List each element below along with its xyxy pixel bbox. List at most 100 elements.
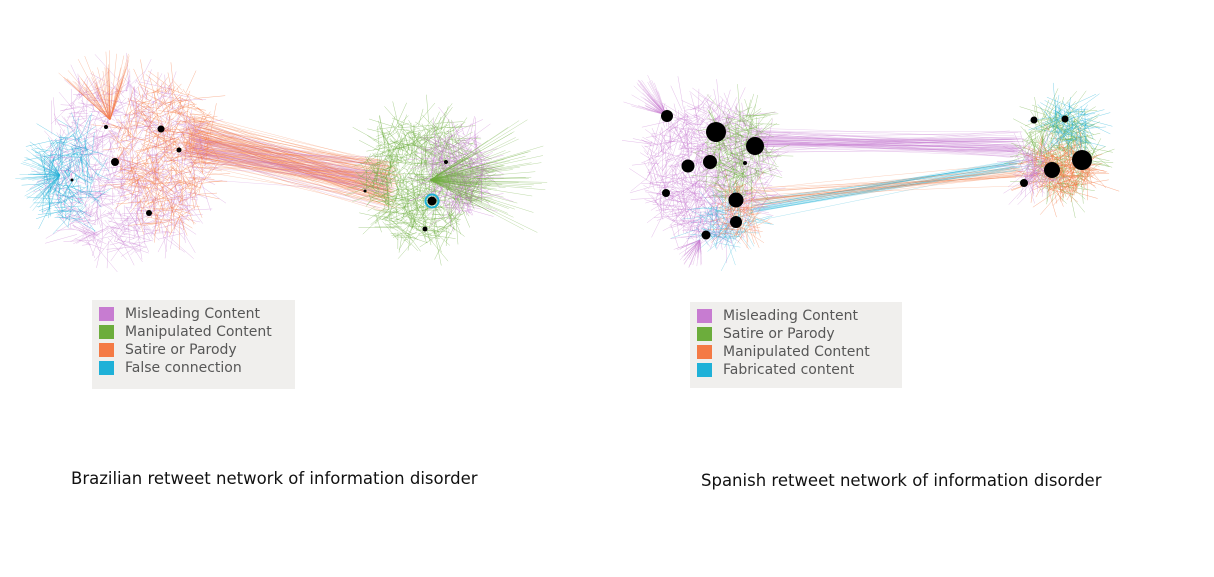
network-edge bbox=[448, 148, 453, 156]
network-edge bbox=[119, 190, 141, 198]
network-edge bbox=[168, 132, 173, 147]
network-edge bbox=[700, 211, 702, 224]
network-edge bbox=[104, 105, 126, 117]
network-edge bbox=[127, 134, 160, 146]
network-edge bbox=[688, 239, 701, 255]
network-edge bbox=[429, 150, 506, 181]
network-edge bbox=[180, 214, 203, 217]
network-edge bbox=[723, 142, 735, 152]
network-edge bbox=[44, 180, 53, 189]
network-edge bbox=[86, 94, 88, 119]
network-edge bbox=[168, 88, 170, 94]
network-edge bbox=[631, 94, 667, 116]
network-edge bbox=[424, 135, 441, 144]
network-edge bbox=[708, 103, 712, 116]
network-edge bbox=[700, 117, 704, 124]
network-edge bbox=[464, 143, 474, 154]
network-edge bbox=[415, 199, 417, 216]
network-edge bbox=[154, 146, 171, 149]
network-edge bbox=[80, 210, 88, 215]
network-edge bbox=[155, 146, 177, 174]
network-edge bbox=[706, 175, 728, 188]
network-edge bbox=[660, 128, 664, 152]
network-edge bbox=[35, 208, 68, 220]
bridge-edge bbox=[186, 130, 387, 184]
network-edge bbox=[440, 206, 459, 221]
network-edge bbox=[483, 182, 490, 188]
network-edge bbox=[190, 149, 194, 155]
network-edge bbox=[467, 181, 472, 194]
network-edge bbox=[157, 134, 185, 154]
network-edge bbox=[91, 239, 99, 256]
network-edge bbox=[207, 160, 221, 179]
network-edge bbox=[125, 206, 141, 231]
brazilian-caption: Brazilian retweet network of information… bbox=[71, 469, 478, 488]
network-edge bbox=[429, 120, 520, 181]
network-edge bbox=[146, 93, 173, 110]
network-edge bbox=[56, 165, 68, 197]
network-edge bbox=[193, 167, 212, 197]
bridge-edge bbox=[736, 139, 1022, 146]
network-edge bbox=[384, 175, 389, 186]
network-edge bbox=[672, 128, 682, 156]
network-edge bbox=[144, 144, 149, 171]
network-edge bbox=[476, 162, 503, 171]
bridge-edge bbox=[751, 141, 1020, 152]
network-edge bbox=[429, 179, 483, 202]
network-edge bbox=[182, 220, 186, 243]
network-edge bbox=[156, 200, 164, 220]
network-edge bbox=[679, 128, 696, 149]
bridge-edge bbox=[750, 133, 1015, 153]
network-edge bbox=[435, 135, 453, 143]
bridge-edge bbox=[750, 131, 1015, 136]
network-edge bbox=[83, 211, 95, 217]
network-edge bbox=[107, 237, 127, 260]
network-edge bbox=[179, 225, 196, 253]
network-edge bbox=[109, 89, 118, 121]
network-edge bbox=[713, 242, 719, 245]
network-edge bbox=[176, 97, 184, 111]
network-edge bbox=[86, 79, 110, 101]
network-edge bbox=[647, 93, 667, 116]
network-edge bbox=[170, 106, 181, 114]
network-edge bbox=[46, 141, 62, 161]
network-edge bbox=[688, 239, 701, 245]
network-edge bbox=[189, 103, 213, 118]
network-edge bbox=[671, 118, 679, 126]
network-edge bbox=[724, 226, 735, 249]
network-edge bbox=[429, 162, 532, 181]
network-edge bbox=[164, 74, 166, 90]
bridge-edge bbox=[743, 131, 1023, 137]
network-edge bbox=[97, 67, 111, 121]
network-edge bbox=[198, 137, 202, 149]
bridge-edge bbox=[755, 132, 1014, 159]
network-edge bbox=[471, 189, 473, 202]
network-edge bbox=[670, 223, 679, 249]
network-edge bbox=[480, 169, 483, 201]
network-edge bbox=[120, 240, 146, 257]
network-edge bbox=[718, 99, 723, 124]
network-edge bbox=[184, 173, 193, 189]
network-edge bbox=[735, 122, 742, 128]
network-edge bbox=[146, 89, 148, 100]
network-edge bbox=[151, 168, 185, 172]
network-edge bbox=[131, 240, 151, 244]
bridge-edge bbox=[744, 163, 1024, 191]
network-edge bbox=[372, 152, 376, 157]
network-edge bbox=[176, 99, 187, 104]
network-edge bbox=[755, 123, 780, 125]
network-edge bbox=[651, 194, 662, 210]
network-edge bbox=[651, 215, 663, 238]
network-edge bbox=[638, 79, 667, 116]
network-edge bbox=[375, 214, 382, 233]
network-edge bbox=[109, 79, 123, 121]
network-edge bbox=[692, 216, 696, 236]
network-edge bbox=[90, 97, 122, 103]
bridge-edge bbox=[188, 154, 393, 197]
network-edge bbox=[418, 217, 425, 220]
network-edge bbox=[456, 214, 463, 216]
network-edge bbox=[38, 143, 61, 176]
network-edge bbox=[57, 136, 67, 163]
network-edge bbox=[726, 150, 749, 156]
bridge-edge bbox=[185, 147, 394, 189]
